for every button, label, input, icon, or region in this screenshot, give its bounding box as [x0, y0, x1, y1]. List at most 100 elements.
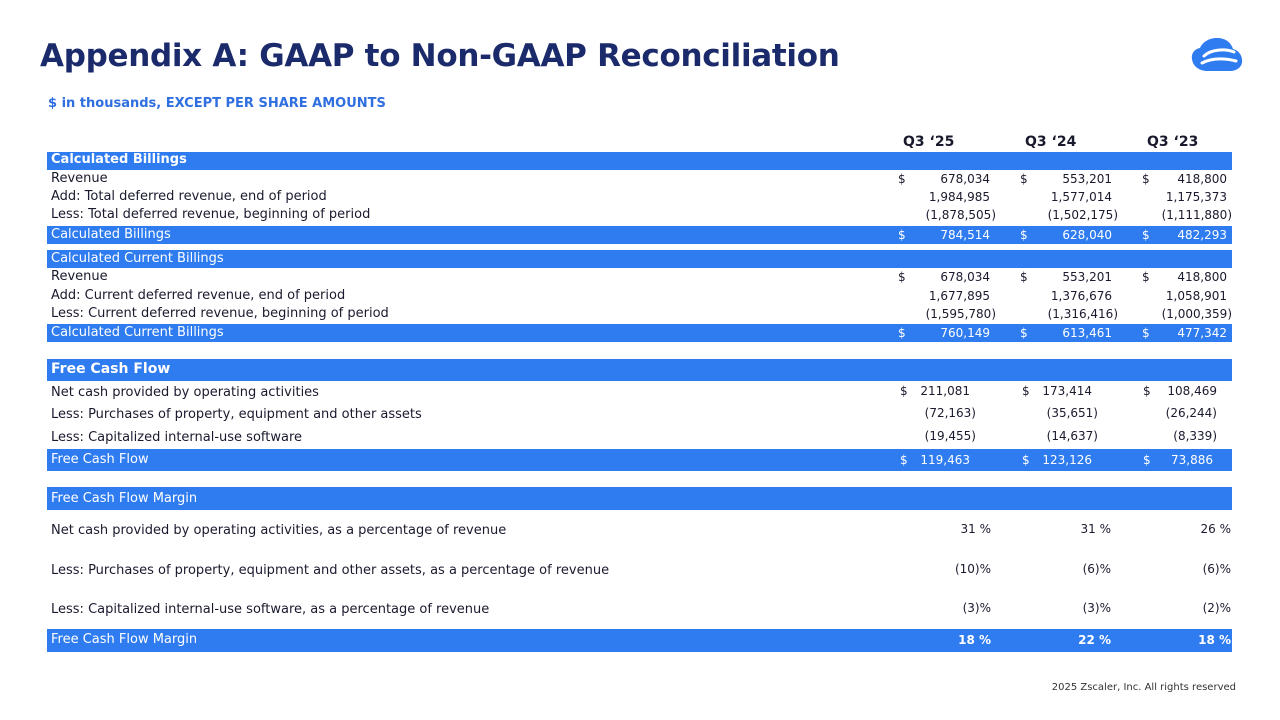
cell-value: 18 %	[958, 633, 991, 647]
cell-value: 123,126	[1042, 453, 1092, 467]
currency-symbol: $	[1020, 172, 1028, 186]
cell-value: 31 %	[1080, 522, 1112, 536]
currency-symbol: $	[1020, 270, 1028, 284]
cell-value: 760,149	[940, 326, 990, 340]
copyright-footer: 2025 Zscaler, Inc. All rights reserved	[1051, 682, 1236, 693]
cell-value: (72,163)	[924, 406, 976, 420]
cell-value: 1,175,373	[1165, 190, 1227, 204]
cell-value: 1,577,014	[1050, 190, 1112, 204]
row-label: Revenue	[51, 269, 108, 284]
cell-value: (35,651)	[1046, 406, 1098, 420]
cell-value: (1,878,505)	[925, 208, 996, 222]
row-label: Add: Total deferred revenue, end of peri…	[51, 189, 327, 204]
cell-value: (19,455)	[924, 429, 976, 443]
row-label: Calculated Current Billings	[51, 325, 224, 340]
cell-value: (6)%	[1082, 562, 1111, 576]
page-subtitle: $ in thousands, EXCEPT PER SHARE AMOUNTS	[48, 96, 386, 111]
cell-value: 678,034	[940, 270, 990, 284]
cell-value: 108,469	[1167, 384, 1217, 398]
cell-value: 678,034	[940, 172, 990, 186]
table-row: Less: Current deferred revenue, beginnin…	[47, 305, 1232, 323]
cell-value: (1,502,175)	[1047, 208, 1118, 222]
row-label: Net cash provided by operating activitie…	[51, 385, 319, 400]
section-header-label: Free Cash Flow Margin	[51, 491, 198, 506]
cell-value: 613,461	[1062, 326, 1112, 340]
cell-value: (10)%	[954, 562, 991, 576]
row-label: Less: Purchases of property, equipment a…	[51, 407, 422, 422]
cell-value: (1,000,359)	[1161, 307, 1232, 321]
currency-symbol: $	[898, 326, 906, 340]
cell-value: (6)%	[1202, 562, 1231, 576]
row-label: Free Cash Flow	[51, 452, 149, 467]
table-row: Less: Purchases of property, equipment a…	[47, 406, 1232, 424]
zscaler-logo-icon	[1191, 38, 1243, 71]
table-row: Add: Current deferred revenue, end of pe…	[47, 287, 1232, 305]
total-row-free-cash-flow: Free Cash Flow $ 119,463 $ 123,126 $ 73,…	[47, 449, 1232, 471]
currency-symbol: $	[1143, 453, 1151, 467]
row-label: Less: Total deferred revenue, beginning …	[51, 207, 371, 222]
currency-symbol: $	[1022, 453, 1030, 467]
table-row: Revenue $ 678,034 $ 553,201 $ 418,800	[47, 268, 1232, 286]
cell-value: (1,595,780)	[925, 307, 996, 321]
currency-symbol: $	[898, 228, 906, 242]
currency-symbol: $	[900, 453, 908, 467]
cell-value: 784,514	[940, 228, 990, 242]
cell-value: (8,339)	[1173, 429, 1217, 443]
row-label: Revenue	[51, 171, 108, 186]
table-row: Less: Capitalized internal-use software …	[47, 429, 1232, 447]
row-label: Net cash provided by operating activitie…	[51, 523, 507, 538]
row-label: Add: Current deferred revenue, end of pe…	[51, 288, 346, 303]
cell-value: 119,463	[920, 453, 970, 467]
row-label: Calculated Billings	[51, 227, 171, 242]
row-label: Less: Current deferred revenue, beginnin…	[51, 306, 389, 321]
cell-value: 477,342	[1177, 326, 1227, 340]
table-row: Revenue $ 678,034 $ 553,201 $ 418,800	[47, 170, 1232, 188]
cell-value: 1,984,985	[928, 190, 990, 204]
row-label: Less: Capitalized internal-use software	[51, 430, 303, 445]
cell-value: 628,040	[1062, 228, 1112, 242]
row-label: Less: Capitalized internal-use software,…	[51, 602, 490, 617]
cell-value: 1,058,901	[1165, 289, 1227, 303]
cell-value: 26 %	[1200, 522, 1232, 536]
cell-value: 482,293	[1177, 228, 1227, 242]
currency-symbol: $	[900, 384, 908, 398]
table-row: Net cash provided by operating activitie…	[47, 384, 1232, 402]
page-title: Appendix A: GAAP to Non-GAAP Reconciliat…	[40, 38, 840, 74]
cell-value: 1,677,895	[928, 289, 990, 303]
section-header-calculated-current-billings: Calculated Current Billings	[47, 250, 1232, 268]
cell-value: 18 %	[1198, 633, 1231, 647]
section-header-label: Free Cash Flow	[51, 361, 171, 377]
currency-symbol: $	[1143, 384, 1151, 398]
currency-symbol: $	[1142, 172, 1150, 186]
row-label: Free Cash Flow Margin	[51, 632, 198, 647]
table-row: Less: Total deferred revenue, beginning …	[47, 206, 1232, 224]
cell-value: 553,201	[1062, 172, 1112, 186]
currency-symbol: $	[898, 172, 906, 186]
currency-symbol: $	[1142, 228, 1150, 242]
cell-value: 73,886	[1171, 453, 1213, 467]
cell-value: (3)%	[1082, 601, 1111, 615]
cell-value: 1,376,676	[1050, 289, 1112, 303]
cell-value: (2)%	[1202, 601, 1231, 615]
cell-value: 211,081	[920, 384, 970, 398]
cell-value: (1,316,416)	[1047, 307, 1118, 321]
currency-symbol: $	[898, 270, 906, 284]
cell-value: 418,800	[1177, 270, 1227, 284]
cell-value: (3)%	[962, 601, 991, 615]
table-row: Net cash provided by operating activitie…	[47, 522, 1232, 540]
currency-symbol: $	[1142, 270, 1150, 284]
column-header-q3-24: Q3 ‘24	[1025, 134, 1077, 150]
total-row-calculated-current-billings: Calculated Current Billings $ 760,149 $ …	[47, 324, 1232, 342]
table-row: Less: Purchases of property, equipment a…	[47, 562, 1232, 580]
section-header-free-cash-flow-margin: Free Cash Flow Margin	[47, 487, 1232, 510]
cell-value: 173,414	[1042, 384, 1092, 398]
section-header-calculated-billings: Calculated Billings	[47, 152, 1232, 170]
section-header-free-cash-flow: Free Cash Flow	[47, 359, 1232, 381]
currency-symbol: $	[1022, 384, 1030, 398]
section-header-label: Calculated Current Billings	[51, 251, 224, 266]
currency-symbol: $	[1020, 326, 1028, 340]
cell-value: (1,111,880)	[1161, 208, 1232, 222]
cell-value: 418,800	[1177, 172, 1227, 186]
section-header-label: Calculated Billings	[51, 152, 187, 167]
cell-value: 31 %	[960, 522, 992, 536]
